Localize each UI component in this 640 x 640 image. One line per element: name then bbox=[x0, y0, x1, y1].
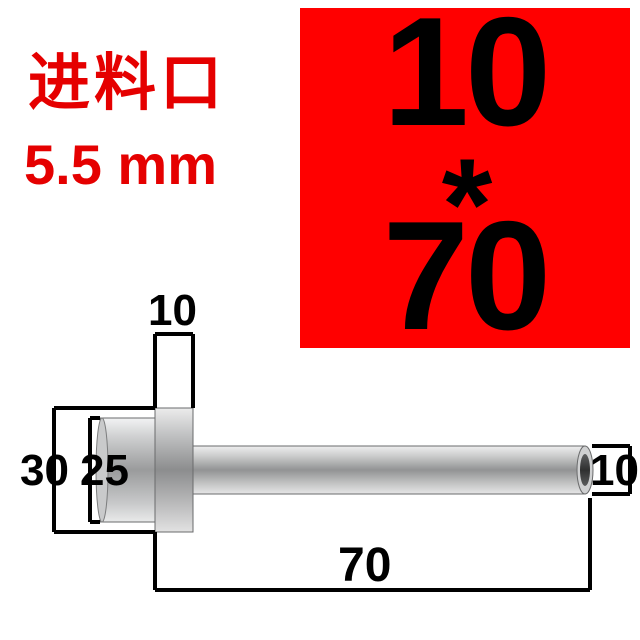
dim-label-outer-diameter: 30 bbox=[20, 446, 69, 496]
dim-head-width bbox=[155, 334, 193, 408]
dim-label-shaft-length: 70 bbox=[338, 538, 391, 593]
dim-label-head-width: 10 bbox=[148, 286, 197, 336]
dim-label-shaft-diameter: 10 bbox=[590, 446, 639, 496]
part-drawing bbox=[0, 0, 640, 640]
dim-label-inner-diameter: 25 bbox=[80, 446, 129, 496]
figure-root: 10 * 70 进料口 5.5 mm bbox=[0, 0, 640, 640]
part-body bbox=[96, 408, 593, 532]
